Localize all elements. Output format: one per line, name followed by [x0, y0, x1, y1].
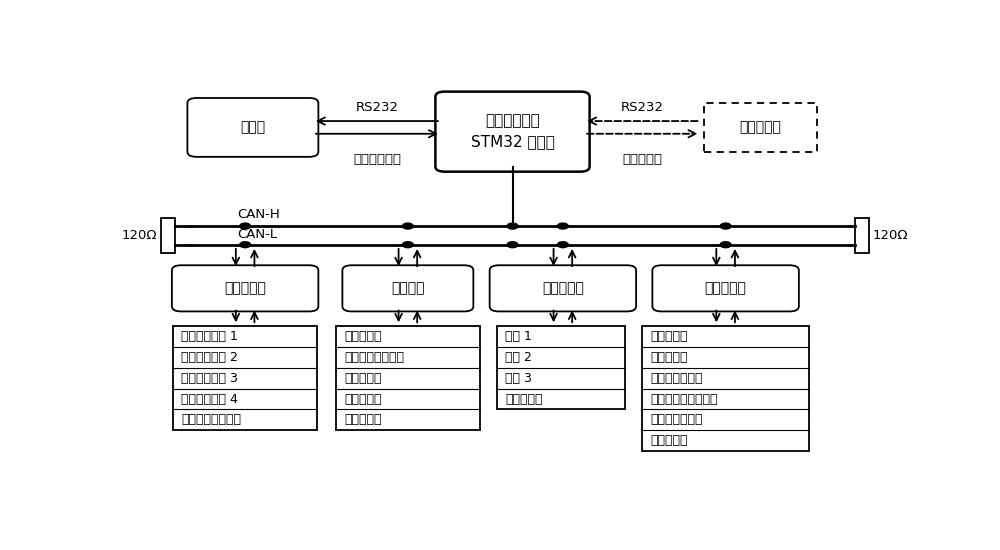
Text: 压缩机电磁离合器: 压缩机电磁离合器 — [344, 351, 404, 364]
Text: 融霜电磁阀: 融霜电磁阀 — [344, 331, 381, 343]
Circle shape — [557, 223, 568, 229]
Circle shape — [240, 242, 251, 248]
Text: RS232: RS232 — [621, 101, 664, 114]
Bar — [855, 218, 869, 253]
Circle shape — [507, 242, 518, 248]
Text: 乙烯浓度传感器: 乙烯浓度传感器 — [650, 414, 703, 426]
Text: 风机 2: 风机 2 — [505, 351, 532, 364]
Bar — [173, 327, 317, 430]
Text: 排气电磁阀: 排气电磁阀 — [650, 434, 688, 447]
Text: 实现人机交互: 实现人机交互 — [353, 153, 401, 166]
Text: 隔板处温度传感器: 隔板处温度传感器 — [181, 414, 241, 426]
FancyBboxPatch shape — [435, 92, 590, 172]
Text: 风机 1: 风机 1 — [505, 331, 532, 343]
Bar — [704, 103, 817, 152]
Circle shape — [240, 223, 251, 229]
Text: 120Ω: 120Ω — [873, 229, 908, 242]
Text: 进气电磁阀: 进气电磁阀 — [505, 393, 543, 405]
Text: 冷凝器风扇: 冷凝器风扇 — [344, 414, 381, 426]
Text: 温度传感器: 温度传感器 — [650, 331, 688, 343]
Circle shape — [557, 242, 568, 248]
Text: 湿度传感器: 湿度传感器 — [650, 351, 688, 364]
FancyBboxPatch shape — [652, 265, 799, 311]
Text: 车头节点: 车头节点 — [391, 282, 425, 295]
Text: 增压电磁阀: 增压电磁阀 — [344, 372, 381, 385]
Circle shape — [402, 223, 413, 229]
FancyBboxPatch shape — [490, 265, 636, 311]
Text: 120Ω: 120Ω — [121, 229, 157, 242]
Text: 氧气浓度传感器: 氧气浓度传感器 — [650, 372, 703, 385]
Text: 负压室节点: 负压室节点 — [542, 282, 584, 295]
Text: 保鲜室节点: 保鲜室节点 — [705, 282, 747, 295]
Text: 超声波雾化头 4: 超声波雾化头 4 — [181, 393, 238, 405]
Text: 主控制器节点
STM32 控制板: 主控制器节点 STM32 控制板 — [471, 114, 554, 150]
Text: 触摸屏: 触摸屏 — [240, 120, 265, 134]
Text: CAN-H: CAN-H — [237, 207, 280, 221]
Text: 二氧化碳浓度传感器: 二氧化碳浓度传感器 — [650, 393, 718, 405]
FancyBboxPatch shape — [187, 98, 318, 157]
Text: 风机 3: 风机 3 — [505, 372, 532, 385]
Circle shape — [507, 223, 518, 229]
Text: 测试与调试: 测试与调试 — [622, 153, 662, 166]
Text: 压力室节点: 压力室节点 — [224, 282, 266, 295]
Bar — [161, 218, 175, 253]
Circle shape — [402, 242, 413, 248]
FancyBboxPatch shape — [172, 265, 318, 311]
Text: RS232: RS232 — [355, 101, 398, 114]
Text: 超声波雾化头 3: 超声波雾化头 3 — [181, 372, 238, 385]
FancyBboxPatch shape — [342, 265, 473, 311]
Bar — [497, 327, 625, 409]
Bar — [642, 327, 809, 451]
Text: 超声波雾化头 2: 超声波雾化头 2 — [181, 351, 238, 364]
Text: 出液电磁阀: 出液电磁阀 — [344, 393, 381, 405]
Circle shape — [720, 242, 731, 248]
Text: CAN-L: CAN-L — [237, 228, 278, 241]
Text: 超声波雾化头 1: 超声波雾化头 1 — [181, 331, 238, 343]
Text: 电子计算机: 电子计算机 — [740, 120, 781, 134]
Bar — [336, 327, 480, 430]
Circle shape — [720, 223, 731, 229]
